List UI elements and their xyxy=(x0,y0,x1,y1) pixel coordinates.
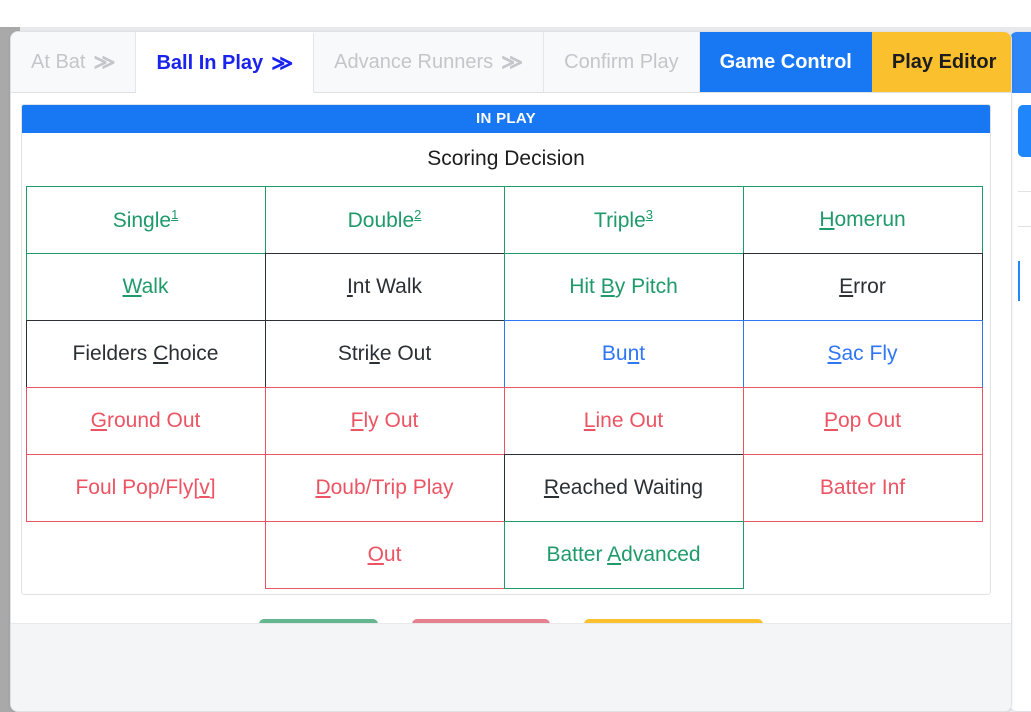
secondary-panel-clipped xyxy=(1009,31,1031,712)
decision-button-walk[interactable]: Walk xyxy=(25,252,266,321)
in-play-panel: IN PLAY Scoring Decision Single1 Double2 T… xyxy=(21,104,991,595)
decision-grid-row: Out Batter Advanced xyxy=(26,520,986,589)
chevron-double-right-icon: ≫ xyxy=(93,50,116,74)
decision-button-batter-inf[interactable]: Batter Inf xyxy=(742,453,983,522)
decision-button-batter-advanced[interactable]: Batter Advanced xyxy=(503,520,744,589)
secondary-panel-tab[interactable] xyxy=(1010,32,1031,93)
decision-button-label: Reached Waiting xyxy=(543,476,704,499)
tab-confirm-play[interactable]: Confirm Play xyxy=(544,32,700,92)
decision-button-label: Triple3 xyxy=(594,207,653,232)
decision-button-int-walk[interactable]: Int Walk xyxy=(264,252,505,321)
decision-button-ground-out[interactable]: Ground Out xyxy=(25,386,266,455)
decision-button-label: Batter Advanced xyxy=(546,543,701,566)
secondary-panel-body xyxy=(1010,93,1031,301)
decision-button-sac-fly[interactable]: Sac Fly xyxy=(742,319,983,388)
decision-button-fielders-choice[interactable]: Fielders Choice xyxy=(25,319,266,388)
decision-button-label: Doub/Trip Play xyxy=(315,476,454,499)
decision-button-label: Sac Fly xyxy=(827,342,898,365)
decision-grid-row: Foul Pop/Fly[v] Doub/Trip Play Reached Wai… xyxy=(25,453,986,522)
decision-cell-empty xyxy=(743,521,983,589)
decision-button-bunt[interactable]: Bunt xyxy=(503,319,744,388)
panel-body: IN PLAY Scoring Decision Single1 Double2 T… xyxy=(11,93,1011,711)
tab-game-control-label: Game Control xyxy=(719,50,852,73)
decision-button-label: Single1 xyxy=(112,207,179,232)
tab-at-bat-label: At Bat xyxy=(31,50,86,73)
decision-grid-row: Ground Out Fly Out Line Out Pop Out xyxy=(25,386,986,455)
decision-button-line-out[interactable]: Line Out xyxy=(503,386,744,455)
secondary-panel-divider xyxy=(1018,226,1031,227)
decision-button-label: Pop Out xyxy=(823,409,902,432)
tab-ball-in-play[interactable]: Ball In Play ≫ xyxy=(136,32,315,93)
tab-ball-in-play-label: Ball In Play xyxy=(156,51,264,74)
scoring-decision-grid: Single1 Double2 Triple3 Homerun Walk Int Walk… xyxy=(22,185,990,594)
decision-button-foul-pop-fly-v[interactable]: Foul Pop/Fly[v] xyxy=(25,453,266,522)
chevron-double-right-icon: ≫ xyxy=(271,51,294,75)
decision-button-label: Fly Out xyxy=(350,409,419,432)
tab-advance-runners-label: Advance Runners xyxy=(334,50,494,73)
ball-in-play-card: At Bat ≫ Ball In Play ≫ Advance Runners … xyxy=(10,31,1012,712)
chevron-double-right-icon: ≫ xyxy=(501,50,524,74)
tab-game-control[interactable]: Game Control xyxy=(699,32,872,92)
decision-button-doub-trip-play[interactable]: Doub/Trip Play xyxy=(264,453,505,522)
decision-button-label: Foul Pop/Fly[v] xyxy=(75,476,216,499)
decision-grid-row: Fielders Choice Strike Out Bunt Sac Fly xyxy=(25,319,986,388)
left-gutter-top xyxy=(0,0,20,27)
tab-advance-runners[interactable]: Advance Runners ≫ xyxy=(314,32,545,92)
decision-button-out[interactable]: Out xyxy=(264,520,505,589)
secondary-panel-divider xyxy=(1018,191,1031,192)
decision-button-label: Double2 xyxy=(347,207,422,232)
secondary-panel-button[interactable] xyxy=(1018,105,1031,157)
decision-button-label: Hit By Pitch xyxy=(569,275,678,298)
decision-button-label: Bunt xyxy=(601,342,646,365)
decision-button-label: Out xyxy=(367,543,402,566)
decision-button-label: Line Out xyxy=(583,409,664,432)
page-backdrop-top xyxy=(20,0,1031,27)
decision-button-single[interactable]: Single1 xyxy=(25,185,266,254)
decision-button-fly-out[interactable]: Fly Out xyxy=(264,386,505,455)
decision-button-label: Ground Out xyxy=(90,409,201,432)
decision-button-label: Walk xyxy=(122,275,169,298)
decision-button-homerun[interactable]: Homerun xyxy=(742,185,983,254)
tab-play-editor-label: Play Editor xyxy=(891,50,997,73)
decision-button-double[interactable]: Double2 xyxy=(264,185,505,254)
card-footer xyxy=(11,623,1011,711)
decision-grid-row: Single1 Double2 Triple3 Homerun xyxy=(25,185,986,254)
decision-button-label: Homerun xyxy=(819,208,906,231)
decision-button-reached-waiting[interactable]: Reached Waiting xyxy=(503,453,744,522)
tab-at-bat[interactable]: At Bat ≫ xyxy=(11,32,137,92)
page-title: Scoring Decision xyxy=(427,147,585,170)
decision-button-label: Strike Out xyxy=(337,342,432,365)
decision-button-label: Error xyxy=(839,275,886,298)
tab-confirm-play-label: Confirm Play xyxy=(564,50,679,73)
decision-button-error[interactable]: Error xyxy=(742,252,983,321)
decision-button-triple[interactable]: Triple3 xyxy=(503,185,744,254)
decision-button-pop-out[interactable]: Pop Out xyxy=(742,386,983,455)
tab-play-editor[interactable]: Play Editor xyxy=(871,32,1011,92)
decision-button-strike-out[interactable]: Strike Out xyxy=(264,319,505,388)
decision-button-label: Fielders Choice xyxy=(72,342,219,365)
panel-header: IN PLAY xyxy=(22,105,990,133)
tab-bar: At Bat ≫ Ball In Play ≫ Advance Runners … xyxy=(11,32,1011,93)
decision-button-label: Batter Inf xyxy=(819,476,906,499)
decision-grid-row: Walk Int Walk Hit By Pitch Error xyxy=(25,252,986,321)
decision-cell-empty xyxy=(26,521,266,589)
secondary-panel-accent-bar xyxy=(1018,261,1031,301)
decision-button-label: Int Walk xyxy=(346,275,423,298)
decision-button-hit-by-pitch[interactable]: Hit By Pitch xyxy=(503,252,744,321)
